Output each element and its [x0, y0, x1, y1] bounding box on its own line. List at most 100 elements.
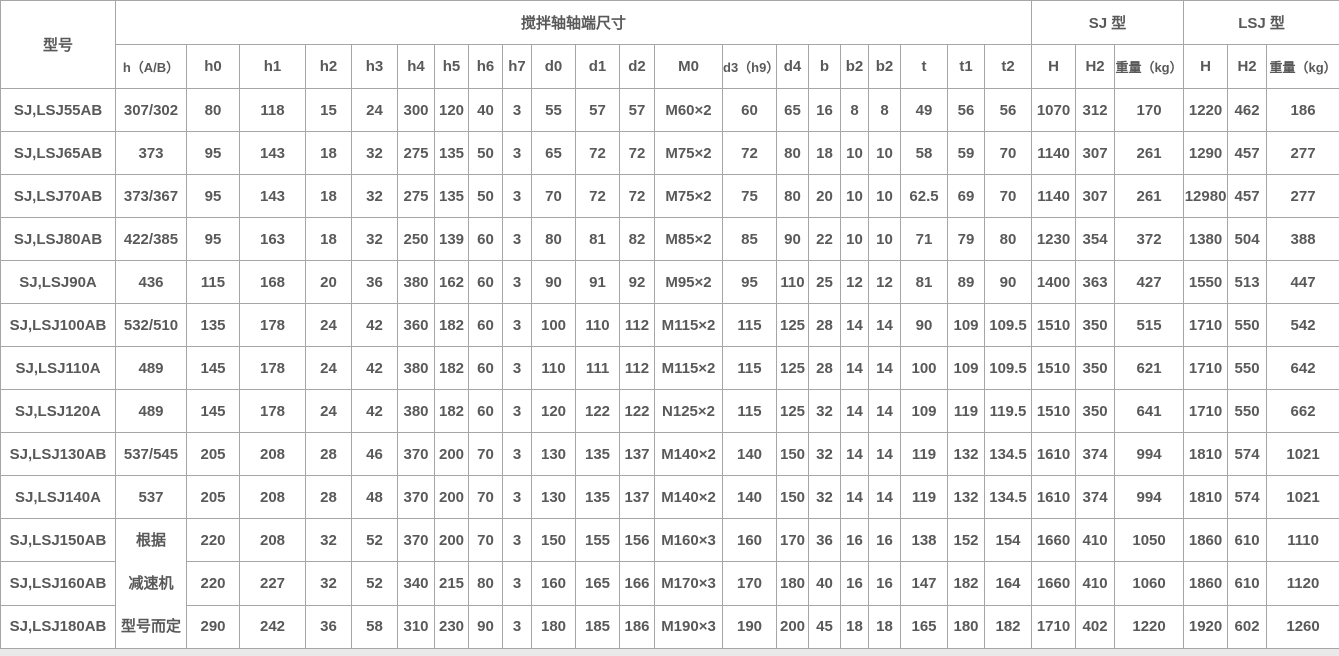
value-cell: 994: [1114, 432, 1185, 476]
value-cell: 1610: [1031, 432, 1077, 476]
value-cell: 60: [468, 303, 503, 347]
value-cell: 170: [1114, 88, 1185, 132]
value-cell: 3: [502, 346, 532, 390]
model-cell: SJ,LSJ70AB: [0, 174, 116, 218]
value-cell: 55: [531, 88, 576, 132]
value-cell: M170×3: [654, 561, 723, 606]
value-cell: M115×2: [654, 303, 723, 347]
value-cell: 150: [776, 475, 809, 519]
value-cell: 95: [186, 217, 240, 261]
value-cell: 642: [1266, 346, 1339, 390]
value-cell: 1070: [1031, 88, 1077, 132]
value-cell: 186: [1266, 88, 1339, 132]
value-cell: 164: [983, 561, 1033, 606]
value-cell: 130: [531, 432, 576, 476]
value-cell: 60: [468, 260, 503, 304]
value-cell: 58: [900, 131, 948, 175]
value-cell: 12: [840, 260, 869, 304]
value-cell: 205: [186, 432, 240, 476]
value-cell: M75×2: [654, 131, 723, 175]
value-cell: 1021: [1266, 432, 1339, 476]
value-cell: 24: [351, 88, 398, 132]
table-row: SJ,LSJ65AB 373 95 143 18 32 275 135 50 3 65 72 72 M75…: [0, 131, 1339, 175]
model-cell: SJ,LSJ65AB: [0, 131, 116, 175]
value-cell: 513: [1227, 260, 1268, 304]
model-column-header: 型号: [0, 0, 116, 89]
value-cell: 1120: [1266, 561, 1339, 606]
value-cell: 350: [1075, 389, 1116, 433]
column-header: H: [1031, 44, 1077, 89]
value-cell: 32: [808, 475, 841, 519]
value-cell: 160: [722, 517, 777, 563]
value-cell: 410: [1075, 517, 1116, 563]
value-cell: 3: [502, 475, 532, 519]
value-cell: 542: [1266, 303, 1339, 347]
value-cell: 119.5: [983, 389, 1033, 433]
value-cell: 261: [1114, 131, 1185, 175]
value-cell: 374: [1075, 432, 1116, 476]
value-cell: 1550: [1183, 260, 1229, 304]
value-cell: 65: [776, 88, 809, 132]
value-cell: 150: [776, 432, 809, 476]
value-cell: 1710: [1183, 303, 1229, 347]
value-cell: 182: [434, 346, 469, 390]
value-cell: 3: [502, 517, 532, 563]
value-cell: 602: [1227, 604, 1268, 650]
value-cell: 122: [619, 389, 655, 433]
value-cell: 16: [840, 517, 869, 563]
value-cell: 3: [502, 561, 532, 606]
value-cell: 182: [983, 604, 1033, 650]
value-cell: 24: [305, 389, 352, 433]
value-cell: 1660: [1031, 517, 1077, 563]
table-row: SJ,LSJ180AB 290 242 36 58 310 230 90 3 180 185 186 M…: [0, 604, 1339, 650]
column-header: h0: [186, 44, 240, 89]
value-cell: 610: [1227, 517, 1268, 563]
value-cell: 290: [186, 604, 240, 650]
value-cell: 14: [868, 432, 901, 476]
value-cell: 135: [434, 131, 469, 175]
value-cell: 92: [619, 260, 655, 304]
value-cell: 182: [947, 561, 985, 606]
value-cell: M115×2: [654, 346, 723, 390]
value-cell: 574: [1227, 432, 1268, 476]
value-cell: 28: [808, 346, 841, 390]
value-cell: 350: [1075, 303, 1116, 347]
value-cell: 24: [305, 303, 352, 347]
value-cell: 190: [722, 604, 777, 650]
value-cell: 32: [808, 432, 841, 476]
value-cell: 10: [868, 174, 901, 218]
group-header: 搅拌轴轴端尺寸: [114, 0, 1033, 45]
value-cell: 3: [502, 88, 532, 132]
value-cell: 145: [186, 346, 240, 390]
value-cell: 160: [531, 561, 576, 606]
value-cell: 115: [722, 303, 777, 347]
value-cell: 140: [722, 432, 777, 476]
value-cell: 307: [1075, 131, 1116, 175]
value-cell: 72: [722, 131, 777, 175]
value-cell: 3: [502, 217, 532, 261]
value-cell: 60: [468, 346, 503, 390]
value-cell: 24: [305, 346, 352, 390]
value-cell: 550: [1227, 346, 1268, 390]
value-cell: 79: [947, 217, 985, 261]
value-cell: 1860: [1183, 561, 1229, 606]
value-cell: 132: [947, 475, 985, 519]
value-cell: 150: [531, 517, 576, 563]
value-cell: 16: [868, 517, 901, 563]
column-header: h2: [305, 44, 352, 89]
value-cell: 134.5: [983, 475, 1033, 519]
value-cell: 163: [239, 217, 306, 261]
value-cell: 137: [619, 475, 655, 519]
value-cell: 165: [900, 604, 948, 650]
value-cell: 95: [186, 131, 240, 175]
model-cell: SJ,LSJ140A: [0, 475, 116, 519]
value-cell: 370: [397, 517, 435, 563]
value-cell: 115: [186, 260, 240, 304]
column-header: d4: [776, 44, 809, 89]
value-cell: 220: [186, 561, 240, 606]
value-cell: 3: [502, 389, 532, 433]
value-cell: 1060: [1114, 561, 1185, 606]
value-cell: 28: [305, 432, 352, 476]
value-cell: 18: [840, 604, 869, 650]
